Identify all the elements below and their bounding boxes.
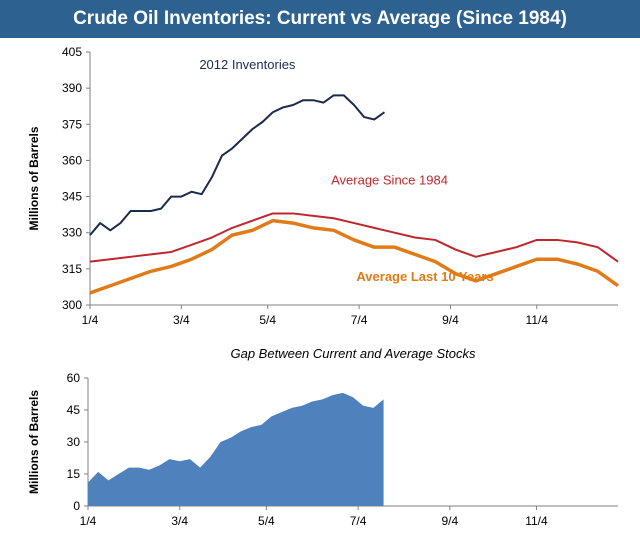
- x-tick-label: 11/4: [526, 313, 549, 327]
- x-tick-label: 5/4: [258, 514, 275, 528]
- chart-title: Crude Oil Inventories: Current vs Averag…: [73, 8, 567, 29]
- x-tick-label: 5/4: [259, 313, 276, 327]
- line-series-2012-inventories: [89, 94, 386, 236]
- annotation-avg1984: Average Since 1984: [331, 173, 448, 188]
- x-tick-label: 11/4: [525, 514, 548, 528]
- x-tick-label: 3/4: [171, 514, 188, 528]
- y-tick-label: 0: [73, 499, 80, 513]
- y-tick-label: 315: [62, 262, 82, 276]
- y-tick-label: 60: [67, 371, 81, 385]
- panel-title: Gap Between Current and Average Stocks: [231, 346, 476, 361]
- x-tick-label: 3/4: [173, 313, 190, 327]
- y-tick-label: 390: [62, 81, 82, 95]
- y-tick-label: 45: [67, 403, 81, 417]
- x-tick-label: 9/4: [442, 313, 459, 327]
- y-tick-label: 375: [62, 117, 82, 131]
- y-axis-title: Millions of Barrels: [27, 390, 41, 494]
- y-tick-label: 330: [62, 226, 82, 240]
- y-tick-label: 15: [67, 467, 81, 481]
- y-tick-label: 30: [67, 435, 81, 449]
- annotation-current: 2012 Inventories: [199, 57, 296, 72]
- line-series-average-since-1984: [89, 212, 619, 263]
- y-tick-label: 360: [62, 153, 82, 167]
- line-series-average-last-10-years: [89, 218, 620, 295]
- y-tick-label: 300: [62, 298, 82, 312]
- area-series-gap: [88, 392, 384, 506]
- x-tick-label: 9/4: [441, 514, 458, 528]
- annotation-avg10: Average Last 10 Years: [356, 269, 493, 284]
- y-axis-title: Millions of Barrels: [27, 126, 41, 230]
- y-tick-label: 345: [62, 190, 82, 204]
- x-tick-label: 7/4: [351, 313, 368, 327]
- y-tick-label: 405: [62, 45, 82, 59]
- x-tick-label: 1/4: [82, 313, 99, 327]
- x-tick-label: 7/4: [350, 514, 367, 528]
- x-tick-label: 1/4: [80, 514, 97, 528]
- chart-title-banner: Crude Oil Inventories: Current vs Averag…: [0, 0, 640, 38]
